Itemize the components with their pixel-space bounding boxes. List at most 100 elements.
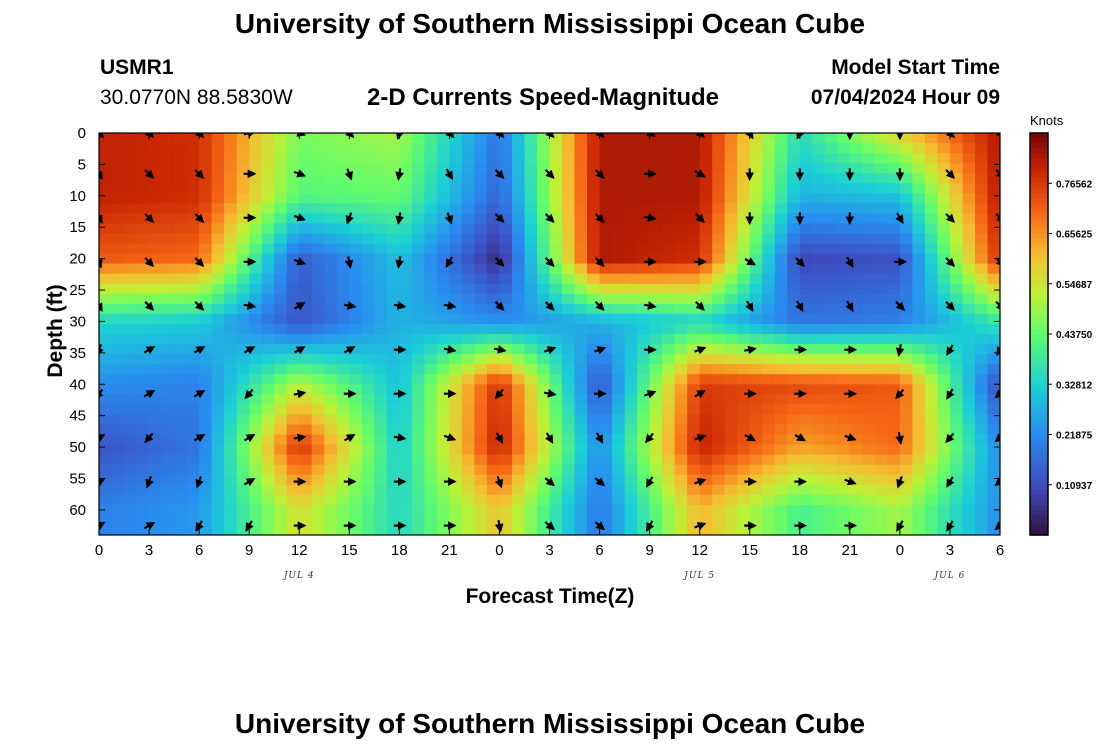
heat-cell — [399, 253, 413, 265]
heat-cell — [424, 193, 438, 204]
heat-cell — [211, 193, 225, 204]
heat-cell — [249, 183, 263, 194]
heat-cell — [186, 454, 200, 466]
heat-cell — [774, 273, 788, 285]
heat-cell — [174, 474, 188, 486]
current-arrow — [243, 477, 256, 487]
y-tick-label: 10 — [69, 188, 86, 205]
heat-cell — [824, 404, 838, 416]
y-tick-label: 35 — [69, 345, 86, 362]
heat-cell — [812, 454, 826, 466]
heat-cell — [812, 344, 826, 355]
heat-cell — [274, 444, 288, 456]
heat-cell — [787, 454, 801, 466]
heat-cell — [837, 334, 851, 345]
heat-cell — [774, 203, 788, 214]
heat-cell — [549, 434, 563, 446]
heat-cell — [674, 253, 688, 265]
heat-cell — [562, 384, 576, 395]
heat-cell — [299, 364, 313, 375]
heat-cell — [436, 374, 451, 385]
heat-cell — [499, 354, 513, 365]
heat-cell — [349, 404, 363, 416]
heat-cell — [399, 193, 413, 204]
heat-cell — [524, 223, 538, 235]
heat-cell — [274, 404, 288, 416]
colorbar-segment — [1030, 208, 1048, 215]
heat-cell — [386, 434, 400, 446]
heat-cell — [324, 183, 338, 194]
heat-cell — [699, 153, 713, 164]
heat-cell — [199, 143, 213, 154]
heat-cell — [624, 434, 638, 446]
heat-cell — [537, 354, 551, 365]
heat-cell — [749, 364, 763, 375]
heat-cell — [286, 203, 300, 214]
heat-cell — [149, 474, 163, 486]
heat-cell — [449, 203, 463, 214]
x-tick-label: 9 — [645, 542, 653, 559]
heat-cell — [324, 334, 338, 345]
heat-cell — [549, 153, 563, 164]
heat-cell — [537, 504, 551, 516]
heat-cell — [924, 133, 939, 144]
heat-cell — [987, 394, 1000, 405]
current-arrow — [694, 478, 707, 487]
heat-cell — [987, 464, 1000, 476]
heat-cell — [537, 344, 551, 355]
heat-cell — [374, 163, 388, 174]
heat-cell — [311, 213, 325, 225]
heat-cell — [349, 203, 363, 214]
heat-cell — [612, 283, 626, 295]
heat-cell — [286, 253, 300, 265]
heat-cell — [224, 143, 238, 154]
heat-cell — [324, 384, 338, 395]
heat-cell — [962, 313, 976, 325]
heat-cell — [662, 303, 676, 315]
heat-cell — [912, 183, 926, 194]
heat-cell — [274, 414, 288, 426]
heat-cell — [699, 223, 713, 235]
heat-cell — [486, 233, 501, 245]
heat-cell — [674, 143, 688, 154]
heat-cell — [249, 283, 263, 295]
heat-cell — [762, 173, 776, 184]
current-arrow — [293, 169, 307, 178]
heat-cell — [249, 384, 263, 395]
heat-cell — [486, 293, 501, 305]
heat-cell — [987, 143, 1000, 154]
heat-cell — [186, 313, 200, 325]
heat-cell — [599, 193, 613, 204]
heat-cell — [724, 434, 738, 446]
heat-cell — [787, 223, 801, 235]
heat-cell — [887, 203, 901, 214]
heat-cell — [486, 494, 501, 506]
heat-cell — [424, 324, 438, 335]
heat-cell — [349, 454, 363, 466]
heat-cell — [899, 514, 914, 526]
heat-cell — [286, 354, 300, 365]
heat-cell — [937, 394, 951, 405]
heat-cell — [962, 173, 976, 184]
heat-cell — [361, 424, 375, 436]
heat-cell — [824, 504, 838, 516]
current-arrow — [694, 169, 706, 178]
heat-cell — [662, 133, 676, 144]
heat-cell — [386, 253, 400, 265]
heat-cell — [787, 364, 801, 375]
heat-cell — [562, 334, 576, 345]
heat-cell — [612, 324, 626, 335]
station-id: USMR1 — [100, 56, 174, 79]
heat-cell — [374, 243, 388, 255]
heat-cell — [749, 253, 763, 265]
heat-cell — [924, 384, 939, 395]
heat-cell — [887, 454, 901, 466]
model-start-value: 07/04/2024 Hour 09 — [810, 86, 1000, 109]
current-arrow — [293, 389, 307, 399]
heat-cell — [924, 263, 939, 275]
heat-cell — [136, 283, 150, 295]
heat-cell — [211, 223, 225, 235]
heat-cell — [361, 464, 375, 476]
heat-cell — [874, 484, 889, 496]
heat-cell — [624, 283, 638, 295]
